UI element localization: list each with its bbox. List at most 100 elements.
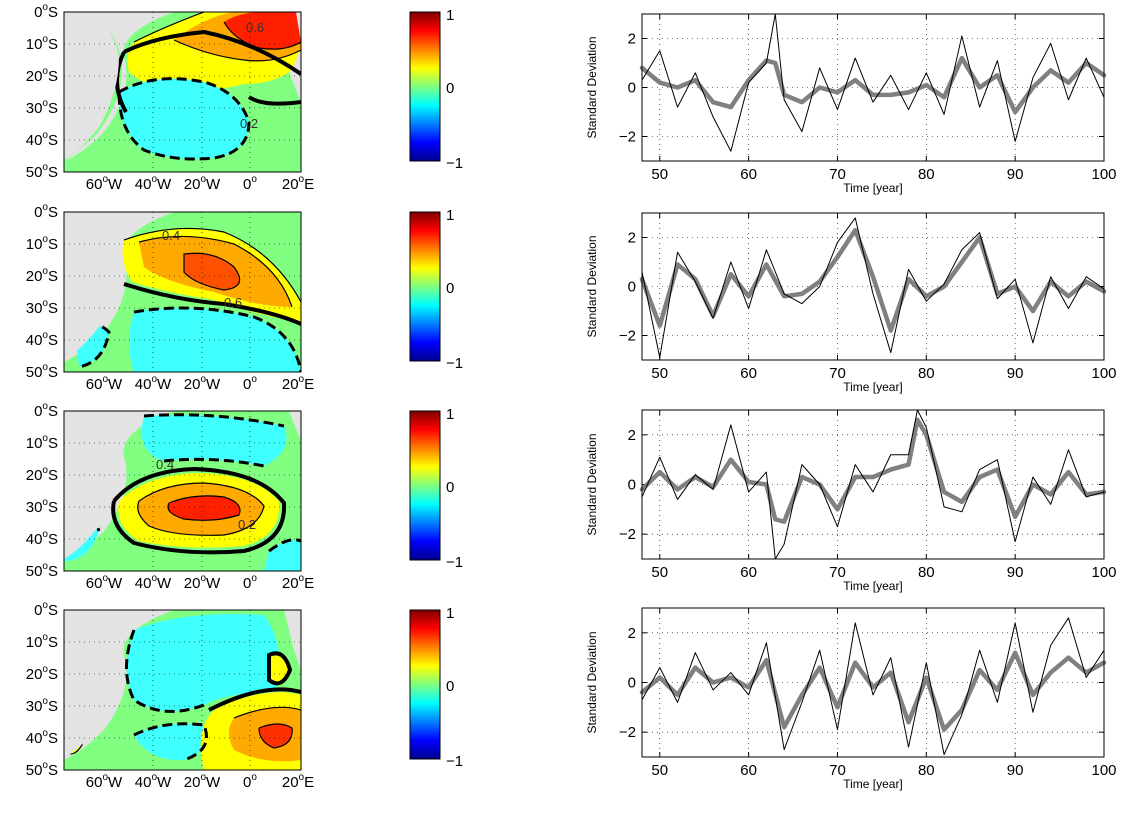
x-tick-label: 80 <box>918 762 935 779</box>
lat-tick-label: 0oS <box>34 401 58 420</box>
anomaly-contour-cyan <box>264 539 301 571</box>
x-tick-label: 80 <box>918 365 935 382</box>
lon-tick-label: 20oE <box>282 174 314 193</box>
x-tick-label: 80 <box>918 564 935 581</box>
time-series-panel-1: 50 60 70 80 90 100 2 0 −2 Time [year] Standard Dev… <box>585 13 1117 195</box>
y-tick-label: −2 <box>619 328 636 345</box>
colorbar-1: 1 0 −1 <box>409 7 463 172</box>
lat-tick-label: 30oS <box>26 497 58 516</box>
zero-contour <box>123 282 301 326</box>
colorbar-gradient <box>409 211 441 362</box>
lat-tick-label: 10oS <box>26 632 58 651</box>
map-panel-2: 0.4 0.6 <box>63 211 302 373</box>
colorbar-tick: 0 <box>446 80 454 97</box>
lat-tick-label: 30oS <box>26 696 58 715</box>
x-tick-label: 70 <box>829 365 846 382</box>
y-tick-label: −2 <box>619 129 636 146</box>
lon-tick-label: 20oE <box>282 772 314 791</box>
y-axis-label: Standard Deviation <box>585 235 599 337</box>
x-axis-label: Time [year] <box>843 579 903 593</box>
lon-tick-label: 60oW <box>86 374 123 393</box>
positive-contour <box>137 482 265 536</box>
lat-tick-label: 20oS <box>26 465 58 484</box>
lat-tick-label: 10oS <box>26 433 58 452</box>
lat-tick-label: 10oS <box>26 234 58 253</box>
colorbar-tick: 0 <box>446 479 454 496</box>
lat-tick-label: 10oS <box>26 34 58 53</box>
x-tick-label: 100 <box>1091 762 1116 779</box>
lon-tick-label: 40oW <box>135 374 172 393</box>
lon-tick-label: 20oW <box>184 174 221 193</box>
x-axis-label: Time [year] <box>843 777 903 791</box>
lat-tick-label: 50oS <box>26 162 58 181</box>
x-tick-label: 90 <box>1007 166 1024 183</box>
lon-tick-label: 20oW <box>184 374 221 393</box>
contour-label: 0.2 <box>238 517 256 532</box>
colorbar-tick: −1 <box>446 355 463 372</box>
smoothed-series-line <box>639 417 1107 524</box>
lat-tick-label: 0oS <box>34 202 58 221</box>
map-panel-3: 0.4 0.2 <box>63 410 302 572</box>
colorbar-tick: −1 <box>446 753 463 770</box>
anomaly-contour-red <box>259 724 293 748</box>
y-tick-label: 2 <box>628 427 636 444</box>
y-tick-label: 2 <box>628 230 636 247</box>
lat-tick-label: 20oS <box>26 66 58 85</box>
lon-tick-label: 60oW <box>86 772 123 791</box>
x-axis-label: Time [year] <box>843 380 903 394</box>
x-tick-label: 50 <box>651 762 668 779</box>
colorbar-gradient <box>409 609 441 760</box>
colorbar-tick: −1 <box>446 554 463 571</box>
y-tick-label: −2 <box>619 724 636 741</box>
x-tick-label: 50 <box>651 166 668 183</box>
colorbar-tick: 1 <box>446 406 454 423</box>
coastline <box>64 411 119 559</box>
lat-tick-label: 0oS <box>34 600 58 619</box>
colorbar-tick: −1 <box>446 155 463 172</box>
lon-tick-label: 0o <box>243 573 257 592</box>
anomaly-contour-cyan <box>141 414 287 466</box>
lat-tick-label: 50oS <box>26 760 58 779</box>
lat-tick-label: 0oS <box>34 2 58 21</box>
lon-tick-label: 20oE <box>282 573 314 592</box>
lon-tick-label: 60oW <box>86 573 123 592</box>
zero-contour <box>208 651 301 712</box>
y-tick-label: 0 <box>628 675 636 692</box>
lon-tick-label: 0o <box>243 174 257 193</box>
time-series-panels: 50 60 70 80 90 100 2 0 −2 Time [year] Standard Dev… <box>585 13 1117 791</box>
axes-frame <box>641 212 1105 361</box>
x-tick-label: 100 <box>1091 564 1116 581</box>
time-series-panel-2: 50 60 70 80 90 100 2 0 −2 Time [year] Standard Dev… <box>585 212 1117 394</box>
map-frame <box>63 11 302 173</box>
lat-tick-label: 30oS <box>26 298 58 317</box>
zero-contour <box>114 29 301 113</box>
negative-contour <box>125 629 208 762</box>
lon-tick-label: 0o <box>243 374 257 393</box>
negative-contour <box>73 306 301 372</box>
raw-series-line <box>641 617 1105 756</box>
map-axis-labels: 0oS 10oS 20oS 30oS 40oS 50oS 60oW 40oW 20oW 0o 20o… <box>26 2 314 791</box>
negative-contour <box>64 413 301 553</box>
y-tick-label: 0 <box>628 279 636 296</box>
map-frame <box>63 609 302 771</box>
x-tick-label: 90 <box>1007 564 1024 581</box>
lon-tick-label: 60oW <box>86 174 123 193</box>
lat-tick-label: 40oS <box>26 728 58 747</box>
map-panel-1: 0.6 0.2 <box>63 11 302 173</box>
lat-tick-label: 40oS <box>26 330 58 349</box>
lon-tick-label: 0o <box>243 772 257 791</box>
anomaly-contour-cyan <box>129 308 301 372</box>
negative-contour <box>117 77 251 161</box>
colorbar-tick: 1 <box>446 7 454 24</box>
lon-tick-label: 40oW <box>135 573 172 592</box>
axes-frame <box>641 13 1105 162</box>
x-axis-label: Time [year] <box>843 181 903 195</box>
anomaly-contour-cyan <box>119 78 249 159</box>
y-tick-label: 0 <box>628 477 636 494</box>
y-tick-label: 2 <box>628 625 636 642</box>
contour-label: 0.4 <box>156 457 174 472</box>
x-tick-label: 50 <box>651 564 668 581</box>
contour-label: 0.2 <box>240 116 258 131</box>
lat-tick-label: 50oS <box>26 362 58 381</box>
